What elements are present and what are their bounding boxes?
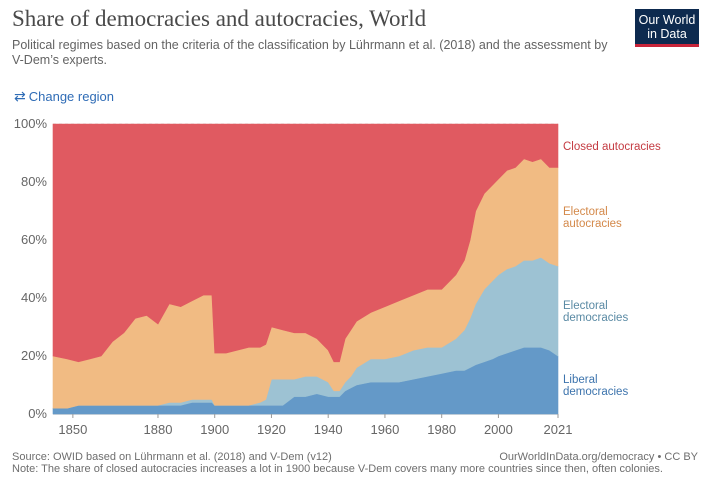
license-text: • CC BY	[657, 451, 698, 463]
x-tick-label: 1980	[427, 422, 456, 437]
label-electoral-democracies: democracies	[563, 312, 628, 324]
x-tick-label: 1880	[144, 422, 173, 437]
label-electoral-democracies: Electoral	[563, 300, 608, 312]
logo-line-1: Our World	[638, 13, 696, 27]
area-closed-autocracies[interactable]	[52, 123, 559, 363]
stacked-areas	[52, 123, 559, 415]
label-liberal-democracies: democracies	[563, 386, 628, 398]
x-tick-label: 1940	[314, 422, 343, 437]
label-liberal-democracies: Liberal	[563, 374, 598, 386]
x-tick-label: 2021	[544, 422, 573, 437]
x-tick-label: 1960	[370, 422, 399, 437]
label-electoral-autocracies: Electoral	[563, 206, 608, 218]
chart-subtitle: Political regimes based on the criteria …	[12, 38, 608, 67]
democracy-link[interactable]: OurWorldInData.org/democracy	[499, 451, 655, 463]
y-tick-label: 100%	[14, 116, 48, 131]
y-axis-ticks: 0% 20% 40% 60% 80% 100%	[14, 116, 48, 421]
change-region-label: Change region	[28, 89, 115, 104]
y-tick-label: 0%	[28, 406, 47, 421]
footer-right: OurWorldInData.org/democracy • CC BY	[499, 451, 698, 463]
x-tick-label: 1920	[257, 422, 286, 437]
owid-logo[interactable]: Our World in Data	[635, 9, 699, 47]
change-region-button[interactable]: ⇄ Change region	[14, 88, 114, 105]
y-tick-label: 20%	[21, 348, 47, 363]
note-text: Note: The share of closed autocracies in…	[12, 463, 663, 475]
footer-left: Source: OWID based on Lührmann et al. (2…	[12, 451, 663, 475]
y-tick-label: 40%	[21, 290, 47, 305]
logo-line-2: in Data	[647, 27, 687, 41]
x-axis-ticks: 1850 1880 1900 1920 1940 1960 1980 2000 2021	[58, 414, 572, 437]
y-tick-label: 80%	[21, 174, 47, 189]
y-tick-label: 60%	[21, 232, 47, 247]
label-closed-autocracies: Closed autocracies	[563, 141, 661, 153]
chart-title: Share of democracies and autocracies, Wo…	[12, 6, 427, 31]
x-tick-label: 1850	[58, 422, 87, 437]
label-electoral-autocracies: autocracies	[563, 218, 622, 230]
series-labels: Closed autocraciesElectoralautocraciesEl…	[563, 141, 661, 398]
source-text: Source: OWID based on Lührmann et al. (2…	[12, 451, 332, 463]
swap-arrows-icon: ⇄	[14, 88, 26, 104]
x-tick-label: 1900	[200, 422, 229, 437]
x-tick-label: 2000	[484, 422, 513, 437]
